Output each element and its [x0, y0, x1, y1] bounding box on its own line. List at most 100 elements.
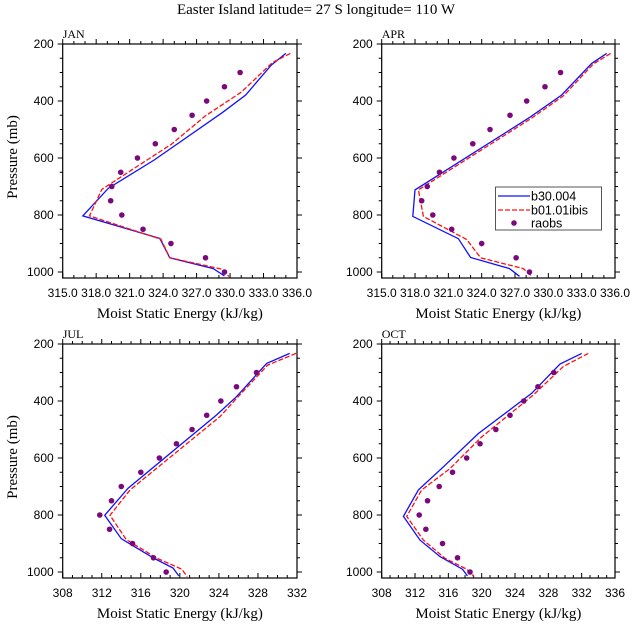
x-tick-label: 318.0: [400, 286, 430, 300]
y-tick-label: 800: [353, 508, 373, 522]
panel-label: JUL: [63, 327, 84, 341]
y-tick-label: 600: [353, 451, 373, 465]
panel-label: JAN: [63, 27, 85, 41]
y-axis-title: Pressure (mb): [5, 115, 21, 199]
y-tick-label: 400: [34, 394, 54, 408]
y-tick-label: 200: [353, 37, 373, 51]
x-tick-label: 324.0: [467, 286, 497, 300]
panel-oct: OCT 308 312 316 320 324 328 332 336 200 400 600 800 1…: [346, 327, 625, 622]
raobs-point: [478, 240, 485, 247]
plot-frame: [381, 343, 616, 579]
plot-frame: [381, 43, 616, 279]
x-tick-label: 336.0: [282, 286, 312, 300]
y-tick-label: 800: [34, 208, 54, 222]
panel-jan: JAN 315.0 318.0 321.0 324.0 327.0 330.0 333.0 33…: [5, 27, 312, 322]
x-tick-label: 336: [605, 586, 625, 600]
x-tick-label: 316: [438, 586, 458, 600]
raobs-point: [108, 183, 115, 190]
raobs-point: [202, 254, 209, 261]
x-tick-label: 315.0: [48, 286, 78, 300]
raobs-point: [221, 83, 228, 90]
y-tick-label: 600: [34, 151, 54, 165]
raobs-point: [118, 483, 125, 490]
raobs-point: [418, 197, 425, 204]
series-line-b30-004: [103, 352, 290, 577]
x-tick-label: 333.0: [567, 286, 597, 300]
x-axis-title: Moist Static Energy (kJ/kg): [415, 306, 581, 322]
legend-marker-raobs: [511, 220, 517, 226]
y-tick-label: 600: [34, 451, 54, 465]
raobs-point: [448, 226, 455, 233]
raobs-point: [493, 426, 499, 433]
raobs-point: [513, 254, 519, 261]
x-tick-label: 321.0: [115, 286, 145, 300]
plot-frame: [62, 343, 298, 579]
panel-label: OCT: [382, 327, 407, 341]
raobs-point: [451, 155, 457, 161]
raobs-point: [108, 497, 115, 504]
legend-label: b01.01ibis: [531, 204, 588, 218]
x-tick-label: 324: [209, 586, 229, 600]
y-tick-label: 200: [34, 337, 54, 351]
raobs-point: [168, 240, 174, 247]
raobs-point: [520, 398, 527, 404]
raobs-point: [107, 197, 114, 204]
raobs-point: [237, 69, 243, 76]
raobs-point: [138, 469, 144, 476]
raobs-point: [233, 383, 240, 390]
raobs-point: [203, 412, 210, 419]
x-tick-label: 318.0: [81, 286, 111, 300]
panel-label: APR: [382, 27, 405, 41]
raobs-point: [526, 269, 533, 275]
y-tick-label: 600: [353, 151, 373, 165]
x-tick-label: 336.0: [600, 286, 630, 300]
raobs-point: [189, 426, 195, 433]
legend-label: b30.004: [531, 190, 576, 204]
x-tick-label: 312: [405, 586, 425, 600]
series-line-b30-004: [412, 52, 608, 277]
raobs-point: [467, 569, 473, 575]
raobs-point: [436, 483, 442, 490]
raobs-point: [106, 526, 113, 533]
y-tick-label: 400: [353, 394, 373, 408]
raobs-point: [171, 126, 178, 133]
raobs-point: [203, 98, 210, 104]
raobs-point: [477, 440, 483, 447]
raobs-point: [96, 512, 103, 518]
raobs-point: [221, 269, 228, 275]
x-tick-label: 328: [538, 586, 558, 600]
x-tick-label: 328: [248, 586, 268, 600]
raobs-point: [140, 226, 146, 233]
raobs-point: [150, 554, 157, 561]
raobs-point: [119, 212, 125, 218]
raobs-point: [507, 412, 513, 419]
x-tick-label: 330.0: [215, 286, 245, 300]
raobs-point: [463, 455, 470, 461]
x-tick-label: 316: [131, 586, 151, 600]
raobs-point: [156, 455, 163, 461]
raobs-point: [253, 369, 260, 376]
plot-frame: [62, 43, 298, 279]
raobs-point: [487, 126, 493, 133]
figure-title: Easter Island latitude= 27 S longitude= …: [177, 2, 456, 18]
raobs-point: [430, 212, 436, 218]
series-line-b30-004: [81, 52, 287, 277]
x-tick-label: 327.0: [182, 286, 212, 300]
raobs-point: [117, 169, 124, 176]
x-tick-label: 324.0: [148, 286, 178, 300]
raobs-point: [469, 140, 476, 147]
y-tick-label: 1000: [27, 565, 54, 579]
y-tick-label: 1000: [27, 265, 54, 279]
x-tick-label: 308: [372, 586, 392, 600]
x-tick-label: 324: [505, 586, 525, 600]
raobs-point: [523, 98, 530, 104]
raobs-point: [218, 398, 224, 404]
x-tick-label: 327.0: [500, 286, 530, 300]
raobs-point: [173, 440, 180, 447]
y-tick-label: 400: [353, 94, 373, 108]
y-tick-label: 800: [353, 208, 373, 222]
series-line-b01-01ibis: [88, 52, 291, 278]
x-tick-label: 321.0: [433, 286, 463, 300]
series-line-b30-004: [402, 352, 582, 577]
